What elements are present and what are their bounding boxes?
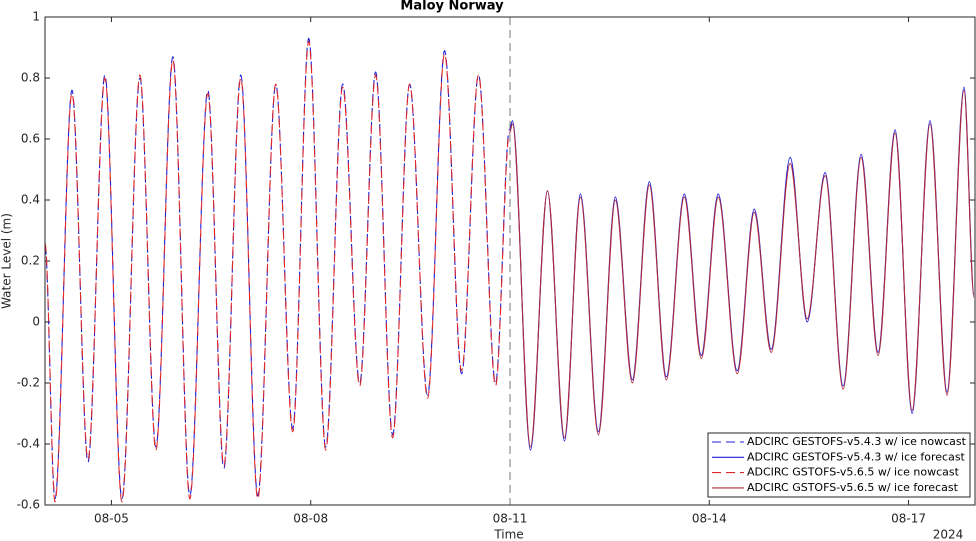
series-line	[508, 89, 975, 448]
y-tick-label: 0	[32, 315, 40, 329]
plot-area	[45, 17, 975, 505]
legend-label: ADCIRC GSTOFS-v5.6.5 w/ ice nowcast	[747, 466, 960, 479]
legend-box	[707, 432, 971, 498]
y-tick-label: 1	[32, 10, 40, 24]
legend-label: ADCIRC GESTOFS-v5.4.3 w/ ice nowcast	[747, 435, 967, 448]
series-line	[44, 40, 511, 503]
x-tick-label: 08-11	[493, 512, 528, 526]
plot-frame	[44, 16, 976, 506]
legend-label: ADCIRC GSTOFS-v5.6.5 w/ ice forecast	[747, 481, 959, 494]
x-tick-label: 08-08	[293, 512, 328, 526]
x-axis-annotation: 2024	[933, 528, 964, 541]
y-tick-label: 0.6	[21, 132, 40, 146]
x-tick-label: 08-05	[94, 512, 129, 526]
x-tick-label: 08-17	[891, 512, 926, 526]
y-tick-label: 0.4	[21, 193, 40, 207]
y-tick-label: 0.2	[21, 254, 40, 268]
legend-label: ADCIRC GESTOFS-v5.4.3 w/ ice forecast	[747, 450, 966, 463]
y-axis-label: Water Level (m)	[0, 213, 14, 309]
x-axis-label: Time	[493, 528, 523, 541]
chart-title: Maloy Norway	[400, 0, 504, 14]
legend: ADCIRC GESTOFS-v5.4.3 w/ ice nowcast ADCI…	[707, 432, 971, 498]
y-tick-label: -0.4	[17, 437, 40, 451]
x-tick-label: 08-14	[692, 512, 727, 526]
y-tick-label: 0.8	[21, 71, 40, 85]
y-tick-label: -0.6	[17, 498, 40, 512]
y-tick-label: -0.2	[17, 376, 40, 390]
